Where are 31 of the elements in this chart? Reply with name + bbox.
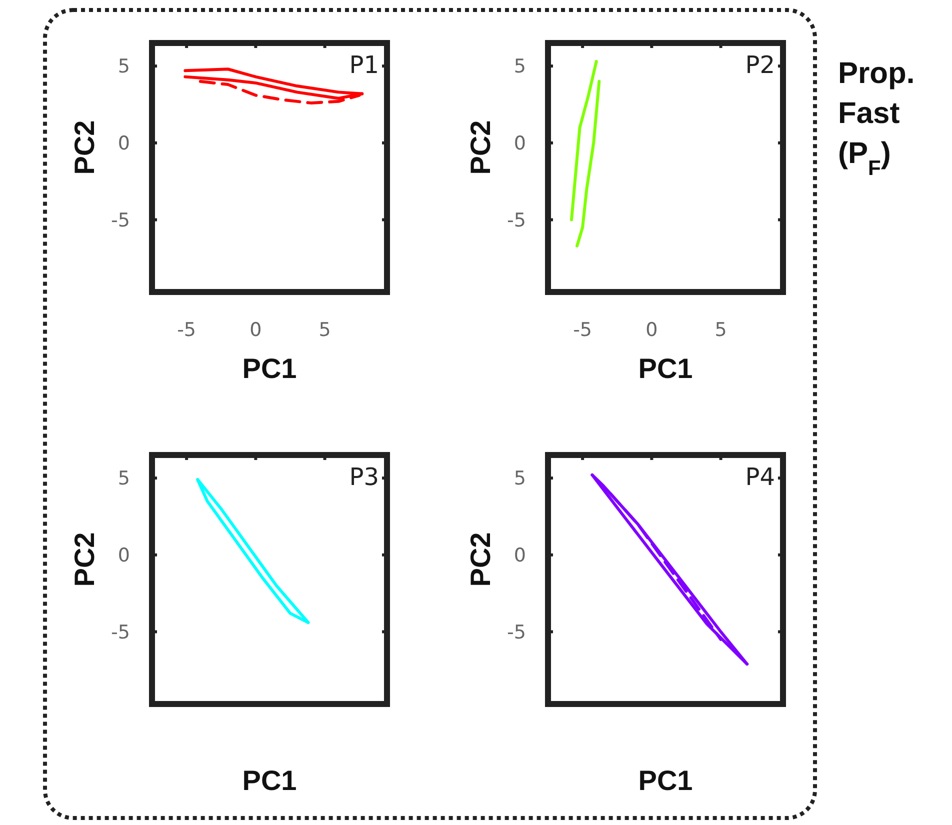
x-tick-label: 5	[714, 319, 727, 341]
x-tick-label: 0	[646, 319, 658, 341]
x-axis-title: PC1	[638, 765, 693, 796]
x-axis-title: PC1	[242, 765, 297, 796]
y-tick-label: -5	[507, 209, 526, 232]
chart-title: P2	[745, 51, 775, 79]
x-tick-label: -5	[573, 319, 592, 341]
chart-title: P3	[349, 463, 379, 491]
chart-title: P1	[349, 51, 379, 79]
x-tick-label: 5	[318, 319, 331, 341]
y-axis-title: PC2	[465, 532, 496, 587]
y-tick-label: 0	[118, 132, 130, 155]
y-tick-label: 0	[514, 132, 526, 155]
y-tick-label: 0	[118, 544, 130, 567]
y-tick-label: 5	[514, 468, 526, 490]
text: Prop. Fast (P$_{F}$)	[838, 57, 915, 180]
y-tick-label: 5	[118, 56, 130, 78]
y-axis-title: PC2	[465, 120, 496, 175]
x-tick-label: -5	[177, 319, 196, 341]
y-tick-label: -5	[111, 209, 130, 232]
y-axis-title: PC2	[69, 532, 100, 587]
y-tick-label: 0	[514, 544, 526, 567]
y-tick-label: -5	[507, 621, 526, 644]
x-tick-label: 0	[250, 319, 262, 341]
chart-title: P4	[745, 463, 775, 491]
x-axis-title: PC1	[242, 353, 297, 384]
y-axis-title: PC2	[69, 120, 100, 175]
x-axis-title: PC1	[638, 353, 693, 384]
y-tick-label: 5	[118, 468, 130, 490]
y-tick-label: -5	[111, 621, 130, 644]
y-tick-label: 5	[514, 56, 526, 78]
